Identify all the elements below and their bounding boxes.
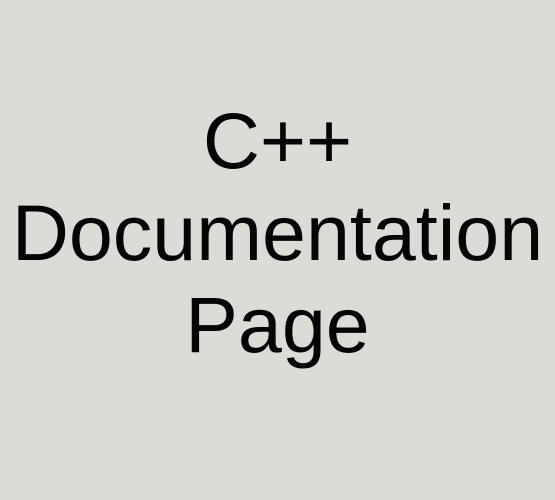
title-line-2: Documentation: [11, 188, 544, 277]
title-line-1: C++: [202, 96, 353, 185]
page-title: C++ Documentation Page: [0, 95, 555, 371]
title-line-3: Page: [185, 280, 370, 369]
